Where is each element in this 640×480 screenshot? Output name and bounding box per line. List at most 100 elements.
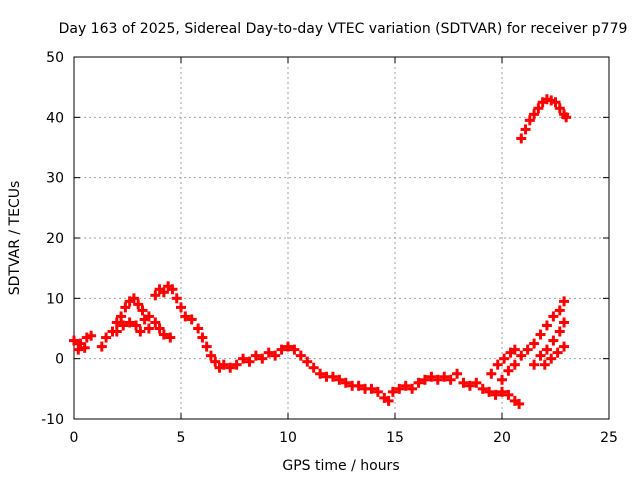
data-point	[503, 389, 514, 400]
y-tick-labels: -10 0 10 20 30 40 50	[41, 50, 64, 428]
data-point	[535, 329, 546, 340]
x-tick-label: 15	[386, 430, 404, 446]
data-point	[366, 383, 377, 394]
data-point	[486, 368, 497, 379]
data-point	[124, 317, 135, 328]
data-point	[116, 311, 127, 322]
chart-title: Day 163 of 2025, Sidereal Day-to-day VTE…	[59, 21, 628, 37]
data-point	[205, 350, 216, 361]
data-point	[497, 386, 507, 397]
data-point	[244, 356, 255, 367]
data-point	[548, 311, 559, 322]
y-tick-label: 40	[46, 110, 64, 126]
data-point	[231, 359, 242, 370]
data-point	[561, 112, 572, 123]
data-point	[554, 305, 565, 316]
data-point	[133, 299, 144, 310]
data-point	[158, 329, 169, 340]
data-point	[503, 365, 514, 376]
data-point	[327, 371, 338, 382]
data-point	[143, 323, 154, 334]
y-tick-label: 20	[46, 231, 64, 247]
data-point	[193, 323, 204, 334]
data-point	[471, 377, 482, 388]
x-tick-label: 0	[70, 430, 79, 446]
data-point	[529, 359, 540, 370]
data-point	[218, 359, 229, 370]
data-point	[559, 296, 570, 307]
data-point	[197, 332, 208, 343]
data-point	[522, 344, 533, 355]
y-axis-label: SDTVAR / TECUs	[7, 181, 23, 296]
data-point	[158, 287, 169, 298]
data-point	[554, 326, 565, 337]
data-point	[289, 344, 300, 355]
data-point	[559, 341, 570, 352]
data-point	[419, 374, 430, 385]
data-point	[497, 374, 507, 385]
data-point	[308, 362, 319, 373]
data-point	[400, 380, 411, 391]
data-point	[73, 344, 84, 355]
y-tick-label: -10	[41, 412, 64, 428]
data-point	[143, 311, 154, 322]
data-point	[514, 398, 525, 409]
data-point	[499, 353, 510, 364]
x-axis-label: GPS time / hours	[282, 458, 399, 474]
data-point	[426, 371, 437, 382]
y-tick-label: 0	[55, 352, 64, 368]
data-point	[492, 359, 503, 370]
data-point	[283, 341, 293, 352]
data-point	[541, 320, 552, 331]
data-point	[458, 377, 469, 388]
data-point	[509, 359, 520, 370]
data-point	[372, 386, 383, 397]
data-point	[257, 353, 268, 364]
data-point	[520, 124, 531, 135]
data-point	[334, 374, 345, 385]
data-point	[118, 320, 129, 331]
data-point	[541, 344, 552, 355]
data-point	[302, 356, 313, 367]
data-point	[180, 311, 191, 322]
data-point	[171, 293, 182, 304]
data-point	[69, 335, 79, 346]
x-tick-label: 25	[600, 430, 618, 446]
data-point	[263, 347, 274, 358]
x-tick-labels: 0 5 10 15 20 25	[70, 430, 618, 446]
x-tick-label: 20	[493, 430, 511, 446]
data-point	[387, 386, 398, 397]
data-point	[383, 395, 394, 406]
data-point	[353, 380, 364, 391]
data-point	[533, 103, 544, 114]
data-point	[270, 350, 281, 361]
data-point	[150, 290, 161, 301]
data-point	[464, 380, 475, 391]
data-point	[484, 386, 495, 397]
data-point	[186, 314, 197, 325]
data-point	[210, 356, 221, 367]
data-point	[295, 350, 306, 361]
data-point	[111, 317, 122, 328]
data-point	[225, 362, 236, 373]
data-point	[165, 332, 176, 343]
data-point	[539, 359, 550, 370]
grid-lines	[74, 57, 609, 419]
data-point	[516, 350, 527, 361]
x-tick-label: 10	[279, 430, 297, 446]
data-point	[477, 383, 488, 394]
data-point	[137, 305, 148, 316]
data-point	[490, 389, 501, 400]
data-point	[315, 368, 326, 379]
data-point	[250, 350, 261, 361]
data-point	[529, 109, 540, 120]
data-point	[554, 103, 565, 114]
axis-ticks	[73, 56, 610, 420]
data-point	[150, 317, 161, 328]
data-points	[69, 94, 572, 409]
data-point	[276, 344, 287, 355]
data-point	[238, 353, 249, 364]
data-point	[509, 344, 520, 355]
data-point	[154, 323, 165, 334]
